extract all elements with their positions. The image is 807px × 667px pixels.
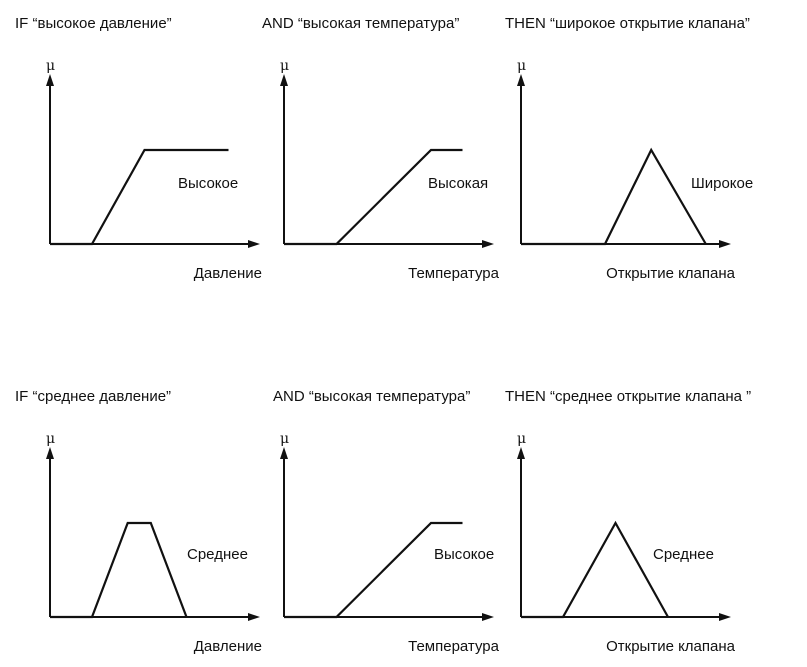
x-axis-label: Давление: [194, 638, 262, 655]
x-axis-arrow: [482, 240, 494, 248]
term-label: Высокое: [178, 175, 238, 192]
x-axis-arrow: [719, 240, 731, 248]
x-axis-label: Открытие клапана: [606, 638, 736, 655]
y-axis-label: μ: [280, 58, 289, 74]
x-axis-label: Температура: [408, 265, 500, 282]
membership-curve: [284, 148, 463, 246]
term-label: Среднее: [187, 546, 248, 563]
panel-title: THEN “среднее открытие клапана ”: [505, 388, 751, 405]
panel-title: IF “среднее давление”: [15, 388, 171, 405]
y-axis-arrow: [517, 74, 525, 86]
x-axis-arrow: [248, 240, 260, 248]
panel-title: AND “высокая температура”: [262, 15, 459, 32]
panel-title: THEN “широкое открытие клапана”: [505, 15, 750, 32]
x-axis-label: Открытие клапана: [606, 265, 736, 282]
rule-panel-4: IF “среднее давление” μ Давление Среднее: [15, 388, 262, 655]
y-axis-arrow: [46, 74, 54, 86]
y-axis-label: μ: [46, 58, 55, 74]
panel-title: AND “высокая температура”: [273, 388, 470, 405]
rule-panel-2: AND “высокая температура” μ Температура Выс…: [262, 15, 500, 282]
x-axis-label: Температура: [408, 638, 500, 655]
y-axis-label: μ: [280, 431, 289, 447]
membership-curve: [284, 521, 463, 619]
membership-curve: [50, 148, 229, 246]
term-label: Широкое: [691, 175, 753, 192]
term-label: Среднее: [653, 546, 714, 563]
y-axis-arrow: [517, 447, 525, 459]
x-axis-arrow: [482, 613, 494, 621]
term-label: Высокое: [434, 546, 494, 563]
y-axis-arrow: [46, 447, 54, 459]
membership-curve: [521, 520, 669, 619]
x-axis-label: Давление: [194, 265, 262, 282]
membership-curve: [50, 521, 188, 619]
y-axis-label: μ: [517, 431, 526, 447]
rule-panel-3: THEN “широкое открытие клапана” μ Открытие…: [505, 15, 753, 282]
y-axis-label: μ: [517, 58, 526, 74]
rule-panel-5: AND “высокая температура” μ Температура Выс…: [273, 388, 500, 655]
y-axis-arrow: [280, 447, 288, 459]
y-axis-arrow: [280, 74, 288, 86]
rule-panel-6: THEN “среднее открытие клапана ” μ Открыти…: [505, 388, 751, 655]
term-label: Высокая: [428, 175, 488, 192]
membership-curve: [521, 147, 707, 246]
x-axis-arrow: [248, 613, 260, 621]
y-axis-label: μ: [46, 431, 55, 447]
x-axis-arrow: [719, 613, 731, 621]
rule-panel-1: IF “высокое давление” μ Давление Высокое: [15, 15, 262, 282]
panel-title: IF “высокое давление”: [15, 15, 172, 32]
